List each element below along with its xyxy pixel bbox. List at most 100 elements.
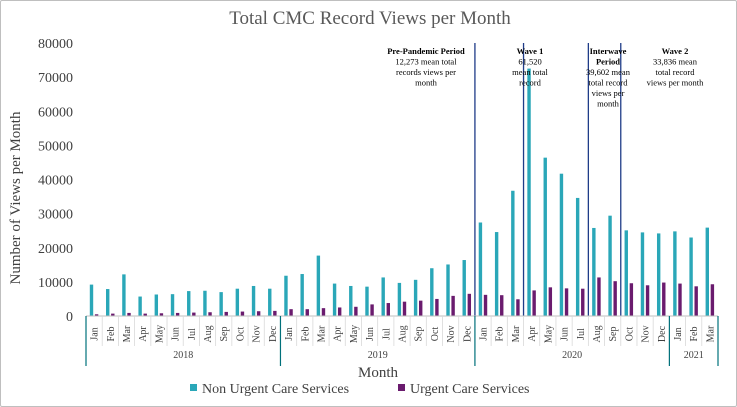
- bar-non-urgent: [575, 197, 580, 316]
- bar-non-urgent: [89, 284, 94, 316]
- bar-non-urgent: [219, 292, 223, 316]
- bar-urgent: [111, 313, 115, 316]
- bar-non-urgent: [381, 277, 385, 316]
- bar-urgent: [500, 295, 504, 316]
- bar-urgent: [710, 284, 715, 316]
- annotation-text: mean total: [512, 67, 548, 77]
- bar-non-urgent: [543, 157, 547, 316]
- bar-non-urgent: [365, 286, 369, 316]
- bar-urgent: [192, 312, 196, 316]
- y-tick-label: 70000: [38, 71, 73, 86]
- chart-title: Total CMC Record Views per Month: [229, 8, 511, 29]
- annotation-text: month: [415, 78, 437, 88]
- bar-non-urgent: [413, 279, 418, 316]
- legend-swatch: [398, 384, 405, 391]
- bar-urgent: [370, 304, 374, 316]
- bars: [89, 68, 715, 316]
- bar-urgent: [256, 311, 261, 316]
- x-tick-label: Aug: [592, 325, 603, 342]
- x-tick-label: Jul: [576, 328, 587, 340]
- x-tick-label: Jun: [171, 327, 182, 341]
- bar-urgent: [532, 290, 536, 316]
- annotation-title: Interwave: [590, 46, 627, 56]
- x-tick-label: Mar: [122, 325, 133, 342]
- bar-non-urgent: [235, 288, 240, 316]
- annotation-text: records views per: [396, 67, 456, 77]
- x-axis: Jan Feb Mar Apr May Jun Jul Aug Sep Oct Nov Dec Jan F…: [85, 315, 719, 366]
- bar-non-urgent: [608, 215, 612, 316]
- bar-non-urgent: [559, 173, 564, 316]
- x-tick-label: Oct: [624, 327, 635, 342]
- bar-urgent: [629, 283, 634, 316]
- x-tick-label: Apr: [527, 326, 538, 342]
- bar-urgent: [419, 300, 423, 316]
- bar-non-urgent: [316, 255, 321, 316]
- y-tick-label: 60000: [38, 105, 73, 120]
- bar-non-urgent: [656, 233, 661, 316]
- x-tick-label: Feb: [106, 327, 117, 342]
- bar-non-urgent: [284, 275, 288, 316]
- bar-urgent: [273, 310, 277, 316]
- period-dividers: [474, 43, 622, 316]
- annotation-text: 33,836 mean: [653, 57, 698, 67]
- x-tick-label: Feb: [495, 327, 506, 342]
- x-tick-label: Apr: [138, 326, 149, 342]
- bar-urgent: [402, 301, 407, 316]
- bar-urgent: [240, 311, 245, 316]
- x-tick-label: Jul: [381, 328, 392, 340]
- bar-non-urgent: [462, 260, 466, 316]
- bar-urgent: [483, 294, 488, 316]
- x-tick-label: Aug: [398, 325, 409, 342]
- bar-non-urgent: [592, 227, 596, 316]
- annotation-text: 12,273 mean total: [395, 57, 457, 67]
- legend-label: Urgent Care Services: [410, 382, 529, 397]
- bar-urgent: [597, 277, 601, 316]
- x-tick-label: Mar: [511, 325, 522, 342]
- bar-non-urgent: [332, 283, 337, 316]
- annotation-text: month: [597, 99, 619, 109]
- y-tick-label: 20000: [38, 242, 73, 257]
- bar-urgent: [208, 312, 212, 316]
- bar-urgent: [321, 308, 326, 316]
- legend-swatch: [190, 384, 197, 391]
- bar-non-urgent: [511, 190, 515, 316]
- bar-urgent: [451, 295, 455, 316]
- x-tick-label: Sep: [608, 327, 619, 342]
- annotation-text: 39,602 mean: [586, 67, 631, 77]
- annotation-title: Wave 1: [517, 46, 544, 56]
- bar-urgent: [354, 306, 358, 316]
- x-tick-label: May: [349, 325, 360, 343]
- x-tick-label: Sep: [414, 327, 425, 342]
- x-tick-label: Mar: [316, 325, 327, 342]
- x-tick-label: Dec: [268, 325, 279, 342]
- annotation-text: total record: [656, 67, 696, 77]
- annotation-text: total record: [589, 78, 629, 88]
- year-label: 2019: [368, 350, 388, 361]
- annotation-title: Wave 2: [662, 46, 689, 56]
- x-tick-label: Jun: [365, 327, 376, 341]
- y-axis-label: Number of Views per Month: [8, 111, 24, 284]
- year-label: 2021: [684, 350, 704, 361]
- x-tick-label: Oct: [235, 327, 246, 342]
- x-tick-label: May: [543, 325, 554, 343]
- bar-urgent: [516, 299, 520, 316]
- x-tick-label: Jan: [284, 327, 295, 340]
- bar-non-urgent: [106, 289, 110, 316]
- bar-urgent: [467, 293, 472, 316]
- bar-urgent: [564, 288, 569, 316]
- bar-urgent: [305, 309, 309, 316]
- y-tick-label: 80000: [38, 37, 73, 52]
- bar-urgent: [662, 282, 666, 316]
- bar-non-urgent: [300, 274, 304, 316]
- bar-urgent: [337, 307, 342, 316]
- x-tick-label: Sep: [219, 327, 230, 342]
- bar-non-urgent: [689, 237, 693, 316]
- x-tick-label: Feb: [689, 327, 700, 342]
- annotation-text: views per: [592, 88, 625, 98]
- bar-non-urgent: [673, 231, 677, 316]
- x-axis-label: Month: [358, 365, 399, 381]
- x-tick-label: May: [154, 325, 165, 343]
- x-tick-label: Nov: [641, 325, 652, 342]
- bar-urgent: [435, 298, 439, 316]
